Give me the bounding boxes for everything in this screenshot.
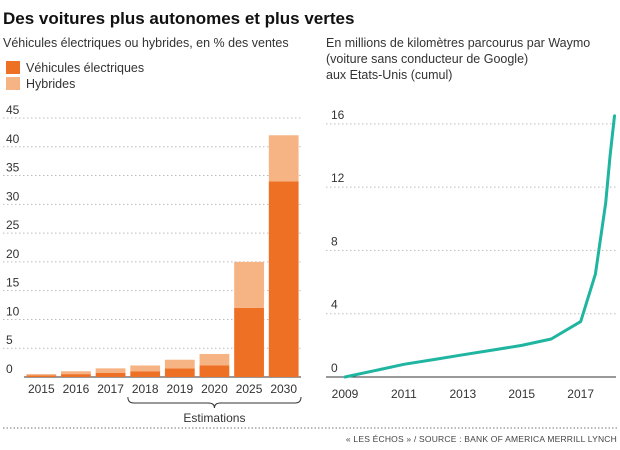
bar-y-tick-label: 45 <box>6 103 20 117</box>
bar-x-tick-label: 2020 <box>201 382 228 396</box>
bars <box>26 135 299 377</box>
line-chart-subtitle-3: aux Etats-Unis (cumul) <box>326 68 452 82</box>
bar-segment-hybrid <box>95 368 126 373</box>
bar-segment-hybrid <box>234 261 264 308</box>
bar-x-tick-label: 2025 <box>236 382 263 396</box>
bar-segment-electric <box>130 371 161 377</box>
bar-segment-electric <box>95 372 126 377</box>
bar-y-tick-label: 35 <box>6 161 20 175</box>
line-y-tick-label: 4 <box>331 298 338 312</box>
bar-chart-subtitle: Véhicules électriques ou hybrides, en % … <box>3 36 289 50</box>
line-gridlines <box>326 123 616 378</box>
bar-segment-electric <box>199 365 230 377</box>
legend-swatch <box>6 61 20 74</box>
line-y-tick-label: 16 <box>331 108 345 122</box>
bar-x-tick-labels: 2015 2016 2017 2018 2019 2020 2025 2030 <box>28 382 297 396</box>
bar-segment-electric <box>26 375 57 377</box>
line-y-tick-label: 12 <box>331 171 345 185</box>
line-x-tick-labels: 2009 2011 2013 2015 2017 <box>332 387 595 401</box>
line-y-tick-label: 0 <box>331 361 338 375</box>
legend-swatch <box>6 77 20 90</box>
line-x-tick-label: 2011 <box>391 387 417 401</box>
bar-segment-hybrid <box>268 135 299 182</box>
stacked-bar-chart: Véhicules électriques ou hybrides, en % … <box>3 36 302 425</box>
bar-segment-electric <box>164 368 195 377</box>
bar-segment-electric <box>61 374 91 377</box>
bar-y-tick-label: 15 <box>6 276 20 290</box>
bar-y-tick-label: 20 <box>6 247 20 261</box>
estimations-label: Estimations <box>183 411 245 425</box>
bar-y-tick-label: 40 <box>6 132 20 146</box>
waymo-line <box>343 114 616 379</box>
source-note: « LES ÉCHOS » / SOURCE : BANK OF AMERICA… <box>346 434 617 444</box>
bar-y-tick-label: 5 <box>6 333 13 347</box>
line-x-tick-label: 2017 <box>567 387 594 401</box>
line-y-tick-label: 8 <box>331 234 338 248</box>
estimations-brace <box>127 396 302 409</box>
bar-segment-hybrid <box>164 359 195 369</box>
bar-x-tick-label: 2019 <box>166 382 193 396</box>
line-chart: En millions de kilomètres parcourus par … <box>326 36 616 401</box>
bar-y-tick-label: 25 <box>6 218 20 232</box>
line-x-tick-label: 2015 <box>508 387 535 401</box>
bar-segment-hybrid <box>199 353 230 366</box>
bar-x-tick-label: 2015 <box>28 382 55 396</box>
bar-y-tick-label: 10 <box>6 304 20 318</box>
line-x-tick-label: 2013 <box>449 387 476 401</box>
bar-segment-electric <box>234 307 264 377</box>
line-y-tick-labels: 0 4 8 12 16 <box>331 108 345 375</box>
bar-x-tick-label: 2017 <box>97 382 124 396</box>
figure-title: Des voitures plus autonomes et plus vert… <box>3 9 354 28</box>
line-chart-subtitle-1: En millions de kilomètres parcourus par … <box>326 36 590 50</box>
line-chart-subtitle-2: (voiture sans conducteur de Google) <box>326 52 528 66</box>
bar-segment-hybrid <box>61 371 91 375</box>
bar-y-tick-label: 0 <box>6 362 13 376</box>
bar-x-tick-label: 2016 <box>63 382 90 396</box>
line-x-tick-label: 2009 <box>332 387 359 401</box>
legend: Véhicules électriques Hybrides <box>6 61 144 91</box>
legend-label: Véhicules électriques <box>26 61 144 75</box>
bar-x-tick-label: 2018 <box>132 382 159 396</box>
bar-segment-electric <box>268 181 299 377</box>
bar-y-tick-labels: 0 5 10 15 20 25 30 35 40 45 <box>6 103 20 376</box>
bar-y-tick-label: 30 <box>6 189 20 203</box>
bar-segment-hybrid <box>26 374 57 376</box>
legend-label: Hybrides <box>26 77 75 91</box>
bar-x-tick-label: 2030 <box>270 382 297 396</box>
bar-segment-hybrid <box>130 365 161 372</box>
